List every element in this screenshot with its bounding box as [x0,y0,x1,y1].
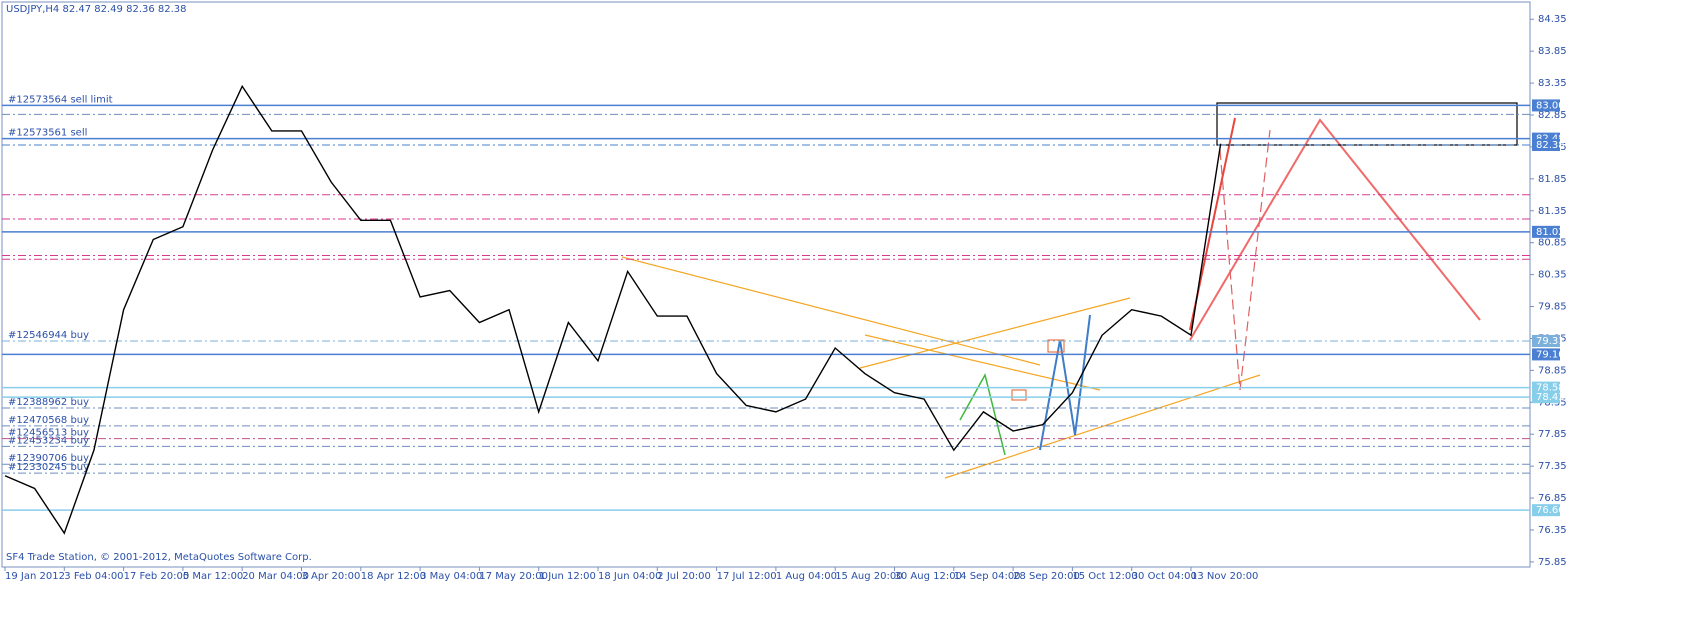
x-tick-label: 15 Aug 20:00 [835,571,902,582]
price-label: 83.00 [1536,100,1565,111]
price-label-box [1532,381,1560,394]
x-tick-label: 30 Aug 12:00 [895,571,962,582]
x-tick-label: 3 Apr 20:00 [302,571,361,582]
price-line [4,84,1222,535]
chart-title: USDJPY,H4 82.47 82.49 82.36 82.38 [6,4,187,15]
y-tick-label: 75.85 [1538,557,1567,568]
x-tick-label: 3 Feb 04:00 [64,571,123,582]
x-tick-label: 17 May 20:00 [479,571,548,582]
x-tick-label: 14 Sep 04:00 [954,571,1021,582]
drawings [621,102,1518,479]
pattern-line [1039,314,1091,451]
y-tick-label: 83.35 [1538,78,1567,89]
y-tick-label: 77.35 [1538,461,1567,472]
price-label-box [1532,225,1560,238]
order-label: #12390706 buy [8,453,89,464]
price-label: 79.31 [1536,336,1565,347]
y-tick-label: 81.85 [1538,174,1567,185]
order-label: #12573564 sell limit [8,94,113,105]
x-tick-label: 1 Jun 12:00 [539,571,596,582]
price-label-box [1532,504,1560,517]
x-tick-label: 13 Nov 20:00 [1191,571,1258,582]
price-label: 82.38 [1536,140,1565,151]
projection-line [1189,118,1481,341]
x-tick-label: 17 Feb 20:00 [124,571,190,582]
y-tick-label: 83.85 [1538,46,1567,57]
price-label-box [1532,391,1560,404]
price-label-box [1532,335,1560,347]
x-tick-label: 2 Jul 20:00 [657,571,711,582]
marker-box [1047,339,1065,353]
x-tick-label: 28 Sep 20:00 [1013,571,1080,582]
y-tick-label: 80.35 [1538,270,1567,281]
trend-line [944,374,1261,479]
price-label-box [1532,99,1560,112]
x-tick-label: 5 Mar 12:00 [183,571,243,582]
x-tick-label: 20 Mar 04:00 [242,571,309,582]
price-label-box [1532,139,1560,152]
trend-line [859,297,1131,369]
y-tick-label: 84.35 [1538,14,1567,25]
order-label: #12456513 buy [8,428,89,439]
x-tick-label: 30 Oct 04:00 [1132,571,1197,582]
y-tick-label: 76.35 [1538,525,1567,536]
y-tick-label: 81.35 [1538,206,1567,217]
marker-box [1011,389,1027,401]
order-label: #12573561 sell [8,128,87,139]
order-label: #12470568 buy [8,415,89,426]
price-label: 78.43 [1536,392,1565,403]
order-label: #12388962 buy [8,397,89,408]
order-label: #12546944 buy [8,330,89,341]
x-tick-label: 17 Jul 12:00 [717,571,777,582]
price-label-box [1532,348,1560,361]
x-tick-label: 15 Oct 12:00 [1072,571,1137,582]
pattern-line [959,372,1006,456]
price-label: 81.02 [1536,227,1565,238]
price-label: 79.10 [1536,349,1565,360]
x-tick-label: 18 Jun 04:00 [598,571,662,582]
y-tick-label: 82.85 [1538,110,1567,121]
x-tick-label: 3 May 04:00 [420,571,482,582]
x-tick-label: 19 Jan 2012 [5,571,65,582]
y-tick-label: 77.85 [1538,429,1567,440]
y-tick-label: 79.85 [1538,302,1567,313]
projection-line [1219,129,1271,391]
price-label: 78.58 [1536,383,1565,394]
y-tick-label: 78.85 [1538,365,1567,376]
plot-border [1,1,1531,568]
price-label: 76.66 [1536,505,1565,516]
footer: SF4 Trade Station, © 2001-2012, MetaQuot… [6,552,312,563]
y-tick-label: 76.85 [1538,493,1567,504]
trend-line [864,334,1101,391]
x-tick-label: 18 Apr 12:00 [361,571,426,582]
order-label: #12330245 buy [8,462,89,473]
trend-line [621,256,1041,366]
order-label: #12453234 buy [8,435,89,446]
x-tick-label: 1 Aug 04:00 [776,571,837,582]
y-tick-label: 80.85 [1538,238,1567,249]
